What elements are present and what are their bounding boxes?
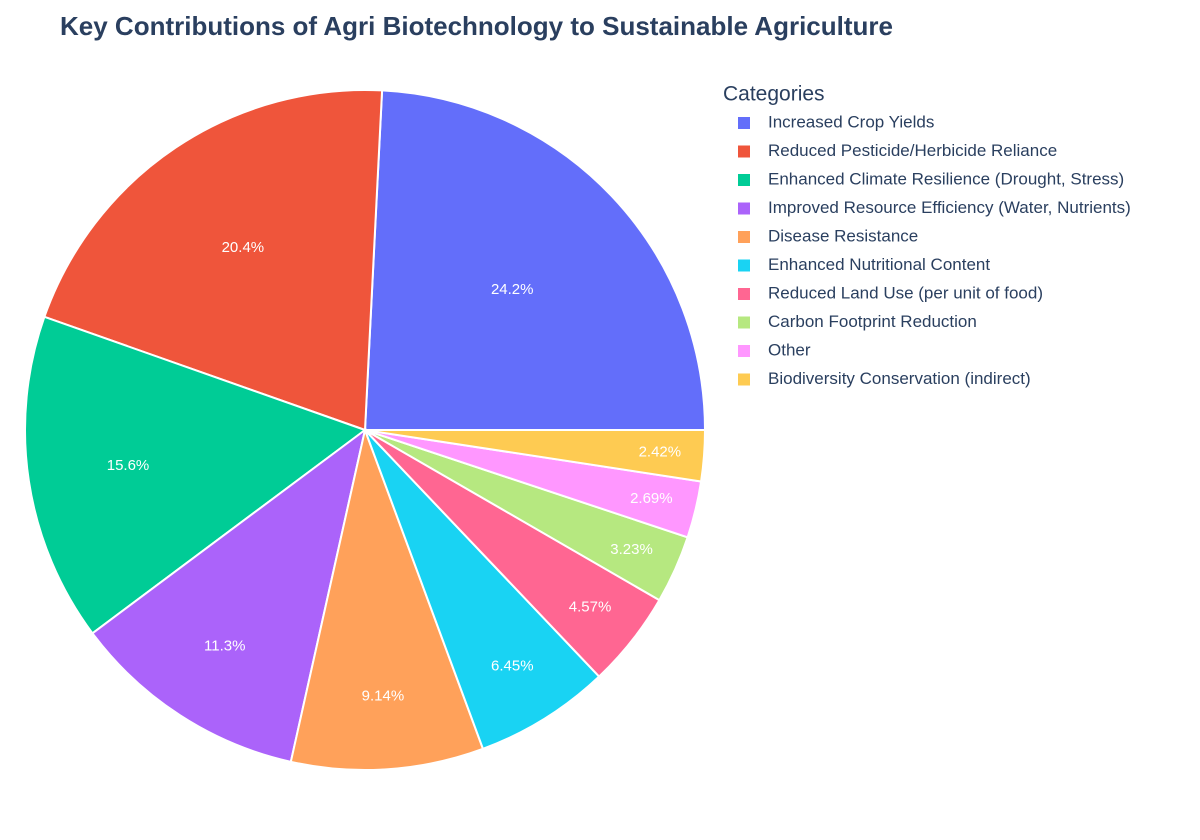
legend-text: Reduced Land Use (per unit of food) xyxy=(768,283,1043,302)
legend-text: Carbon Footprint Reduction xyxy=(768,312,977,331)
legend-swatch xyxy=(738,259,750,272)
legend-swatch xyxy=(738,316,750,329)
legend-swatch xyxy=(738,288,750,300)
legend-swatch xyxy=(738,345,750,357)
legend-text: Enhanced Nutritional Content xyxy=(768,255,990,274)
legend-swatch xyxy=(738,373,750,386)
slice-label: 6.45% xyxy=(491,657,534,674)
slice-label: 20.4% xyxy=(222,239,265,256)
legend-text: Biodiversity Conservation (indirect) xyxy=(768,369,1031,388)
slice-label: 9.14% xyxy=(362,688,405,705)
slice-label: 15.6% xyxy=(107,457,150,474)
slice-label: 2.42% xyxy=(639,443,682,460)
pie-slice xyxy=(363,89,707,431)
slice-label: 11.3% xyxy=(204,637,245,654)
pie-slice xyxy=(364,429,601,751)
pie-slice xyxy=(91,427,367,764)
legend-text: Enhanced Climate Resilience (Drought, St… xyxy=(768,169,1124,188)
legend-text: Disease Resistance xyxy=(768,226,918,245)
legend-title: Categories xyxy=(723,83,825,106)
slice-label: 24.2% xyxy=(491,281,534,298)
legend-swatch xyxy=(738,231,750,243)
pie-slice xyxy=(289,426,485,771)
legend-text: Reduced Pesticide/Herbicide Reliance xyxy=(768,141,1057,160)
legend-swatch xyxy=(738,145,750,158)
legend-text: Other xyxy=(768,340,811,359)
legend-swatch xyxy=(738,202,750,215)
slice-label: 3.23% xyxy=(610,541,653,558)
pie-slice xyxy=(364,429,707,483)
legend-swatch xyxy=(738,174,750,186)
slice-label: 4.57% xyxy=(569,598,612,615)
legend-text: Improved Resource Efficiency (Water, Nut… xyxy=(768,198,1131,217)
pie-slice xyxy=(24,315,368,635)
pie-slice xyxy=(43,89,384,432)
legend-text: Increased Crop Yields xyxy=(768,112,934,131)
chart-title: Key Contributions of Agri Biotechnology … xyxy=(60,11,893,41)
legend-swatch xyxy=(738,117,750,129)
slice-label: 2.69% xyxy=(630,490,673,507)
